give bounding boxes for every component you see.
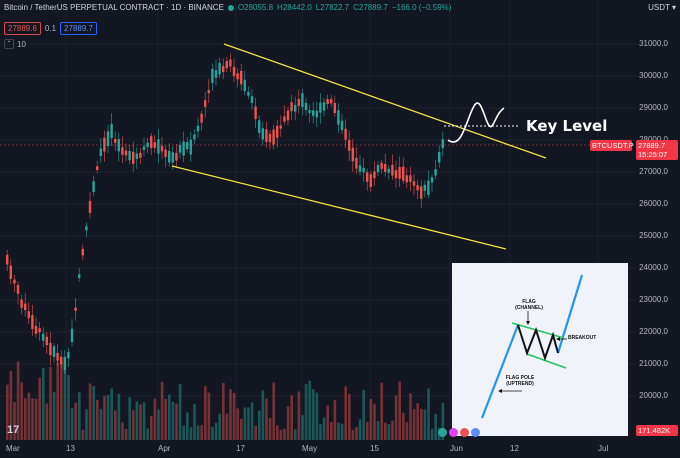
time-tick: May <box>302 444 318 453</box>
ohlc-change: −166.0 (−0.59%) <box>391 3 452 12</box>
price-tick: 26000.0 <box>639 199 668 208</box>
price-tick: 28000.0 <box>639 135 668 144</box>
time-axis[interactable]: Mar 13 Apr 17 May 15 Jun 12 Jul <box>0 440 640 458</box>
price-tick: 31000.0 <box>639 39 668 48</box>
flag-zigzag <box>517 324 559 362</box>
channel-upper-line <box>511 322 565 339</box>
indicator-toggle[interactable]: ⌃ 10 <box>4 39 26 49</box>
symbol-title[interactable]: Bitcoin / TetherUS PERPETUAL CONTRACT · … <box>4 3 224 12</box>
last-price-tag: 27889.7 15:25:07 <box>636 140 678 160</box>
indicator-icon[interactable] <box>438 428 447 437</box>
price-tick: 29000.0 <box>639 103 668 112</box>
price-tick: 22000.0 <box>639 327 668 336</box>
flag-text: FLAG <box>522 299 536 305</box>
ohlc-low: L27822.7 <box>315 3 350 12</box>
price-tick: 25000.0 <box>639 231 668 240</box>
breakout-label: BREAKOUT <box>568 335 597 341</box>
currency-text: USDT <box>648 3 670 12</box>
time-tick: Mar <box>6 444 20 453</box>
ohlc-open: O28055.8 <box>237 3 274 12</box>
trade-panel: 27889.6 0.1 27889.7 <box>4 22 97 35</box>
indicator-icon[interactable] <box>471 428 480 437</box>
time-tick: 15 <box>370 444 379 453</box>
symbol-price-tag: BTCUSDT.P <box>590 140 634 151</box>
sell-button[interactable]: 27889.6 <box>4 22 41 35</box>
bull-flag-drawing <box>480 274 584 419</box>
time-tick: Apr <box>158 444 171 453</box>
price-tick: 21000.0 <box>639 359 668 368</box>
price-tick: 20000.0 <box>639 391 668 400</box>
market-status-icon <box>227 4 234 11</box>
bar-countdown: 15:25:07 <box>638 150 668 159</box>
breakout-line <box>556 274 584 354</box>
time-tick: Jun <box>450 444 463 453</box>
currency-label[interactable]: USDT ▾ <box>648 3 676 12</box>
indicator-icon[interactable] <box>460 428 469 437</box>
volume-tag: 171.482K <box>636 425 678 436</box>
indicator-count: 10 <box>17 39 26 49</box>
bottom-indicator-icons[interactable] <box>438 428 480 437</box>
channel-text: (CHANNEL) <box>515 305 543 311</box>
channel-lower-line <box>526 353 567 369</box>
key-level-annotation: Key Level <box>526 117 608 135</box>
price-tick: 24000.0 <box>639 263 668 272</box>
time-tick: 13 <box>66 444 75 453</box>
symbol-legend: Bitcoin / TetherUS PERPETUAL CONTRACT · … <box>4 3 451 12</box>
time-tick: 12 <box>510 444 519 453</box>
price-axis[interactable]: 31000.0 30000.0 29000.0 28000.0 27000.0 26000… <box>634 0 680 440</box>
time-tick: Jul <box>598 444 609 453</box>
price-tick: 27000.0 <box>639 167 668 176</box>
tradingview-logo[interactable]: 17 <box>7 424 20 436</box>
time-tick: 17 <box>236 444 245 453</box>
flag-label: FLAG (CHANNEL) <box>514 299 544 311</box>
price-tick: 30000.0 <box>639 71 668 80</box>
flag-pole-line <box>480 324 520 419</box>
ohlc-high: H28442.0 <box>277 3 312 12</box>
buy-button[interactable]: 27889.7 <box>60 22 97 35</box>
flag-pole-text: FLAG POLE <box>505 375 535 381</box>
ohlc-close: C27889.7 <box>353 3 388 12</box>
bull-flag-diagram: FLAG (CHANNEL) BREAKOUT FLAG POLE (UPTRE… <box>452 263 628 436</box>
price-tick: 23000.0 <box>639 295 668 304</box>
uptrend-text: (UPTREND) <box>506 381 534 387</box>
spread-value: 0.1 <box>44 24 57 33</box>
chevron-up-icon[interactable]: ⌃ <box>4 39 14 49</box>
last-price: 27889.7 <box>638 141 666 150</box>
flag-pole-label: FLAG POLE (UPTREND) <box>504 375 536 387</box>
indicator-icon[interactable] <box>449 428 458 437</box>
